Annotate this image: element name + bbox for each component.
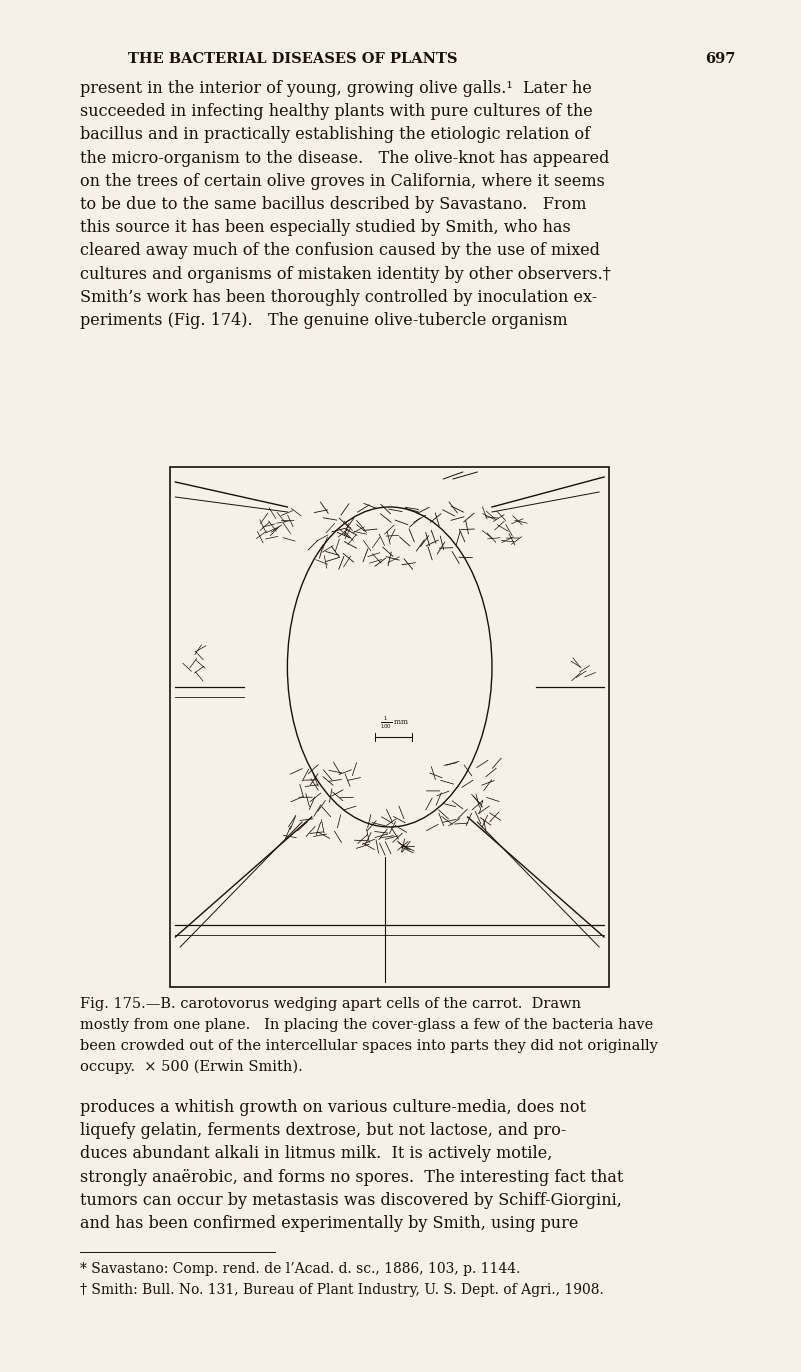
Text: liquefy gelatin, ferments dextrose, but not lactose, and pro-: liquefy gelatin, ferments dextrose, but … — [80, 1122, 566, 1139]
Text: periments (Fig. 174).   The genuine olive-tubercle organism: periments (Fig. 174). The genuine olive-… — [80, 311, 568, 329]
Text: succeeded in infecting healthy plants with pure cultures of the: succeeded in infecting healthy plants wi… — [80, 103, 593, 121]
Bar — [171, 466, 609, 986]
Text: been crowded out of the intercellular spaces into parts they did not originally: been crowded out of the intercellular sp… — [80, 1039, 658, 1052]
Text: 697: 697 — [706, 52, 735, 66]
Text: Smith’s work has been thoroughly controlled by inoculation ex-: Smith’s work has been thoroughly control… — [80, 288, 597, 306]
Text: the micro-organism to the disease.   The olive-knot has appeared: the micro-organism to the disease. The o… — [80, 150, 610, 166]
Text: on the trees of certain olive groves in California, where it seems: on the trees of certain olive groves in … — [80, 173, 605, 189]
Text: * Savastano: Comp. rend. de l’Acad. d. sc., 1886, 103, p. 1144.: * Savastano: Comp. rend. de l’Acad. d. s… — [80, 1262, 521, 1276]
Text: bacillus and in practically establishing the etiologic relation of: bacillus and in practically establishing… — [80, 126, 590, 144]
Text: $\frac{1}{100}$ mm: $\frac{1}{100}$ mm — [380, 715, 409, 731]
Text: † Smith: Bull. No. 131, Bureau of Plant Industry, U. S. Dept. of Agri., 1908.: † Smith: Bull. No. 131, Bureau of Plant … — [80, 1283, 604, 1297]
Text: to be due to the same bacillus described by Savastano.   From: to be due to the same bacillus described… — [80, 196, 586, 213]
Text: cleared away much of the confusion caused by the use of mixed: cleared away much of the confusion cause… — [80, 243, 600, 259]
Text: Fig. 175.—B. carotovorus wedging apart cells of the carrot.  Drawn: Fig. 175.—B. carotovorus wedging apart c… — [80, 997, 581, 1011]
Text: THE BACTERIAL DISEASES OF PLANTS: THE BACTERIAL DISEASES OF PLANTS — [128, 52, 457, 66]
Text: and has been confirmed experimentally by Smith, using pure: and has been confirmed experimentally by… — [80, 1216, 578, 1232]
Text: present in the interior of young, growing olive galls.¹  Later he: present in the interior of young, growin… — [80, 80, 592, 97]
Text: cultures and organisms of mistaken identity by other observers.†: cultures and organisms of mistaken ident… — [80, 266, 610, 283]
Text: produces a whitish growth on various culture-media, does not: produces a whitish growth on various cul… — [80, 1099, 586, 1115]
Text: mostly from one plane.   In placing the cover-glass a few of the bacteria have: mostly from one plane. In placing the co… — [80, 1018, 653, 1032]
Text: this source it has been especially studied by Smith, who has: this source it has been especially studi… — [80, 220, 570, 236]
Text: tumors can occur by metastasis was discovered by Schiff-Giorgini,: tumors can occur by metastasis was disco… — [80, 1192, 622, 1209]
Text: strongly anaërobic, and forms no spores.  The interesting fact that: strongly anaërobic, and forms no spores.… — [80, 1169, 623, 1185]
Text: occupy.  × 500 (Erwin Smith).: occupy. × 500 (Erwin Smith). — [80, 1061, 303, 1074]
Text: duces abundant alkali in litmus milk.  It is actively motile,: duces abundant alkali in litmus milk. It… — [80, 1146, 552, 1162]
